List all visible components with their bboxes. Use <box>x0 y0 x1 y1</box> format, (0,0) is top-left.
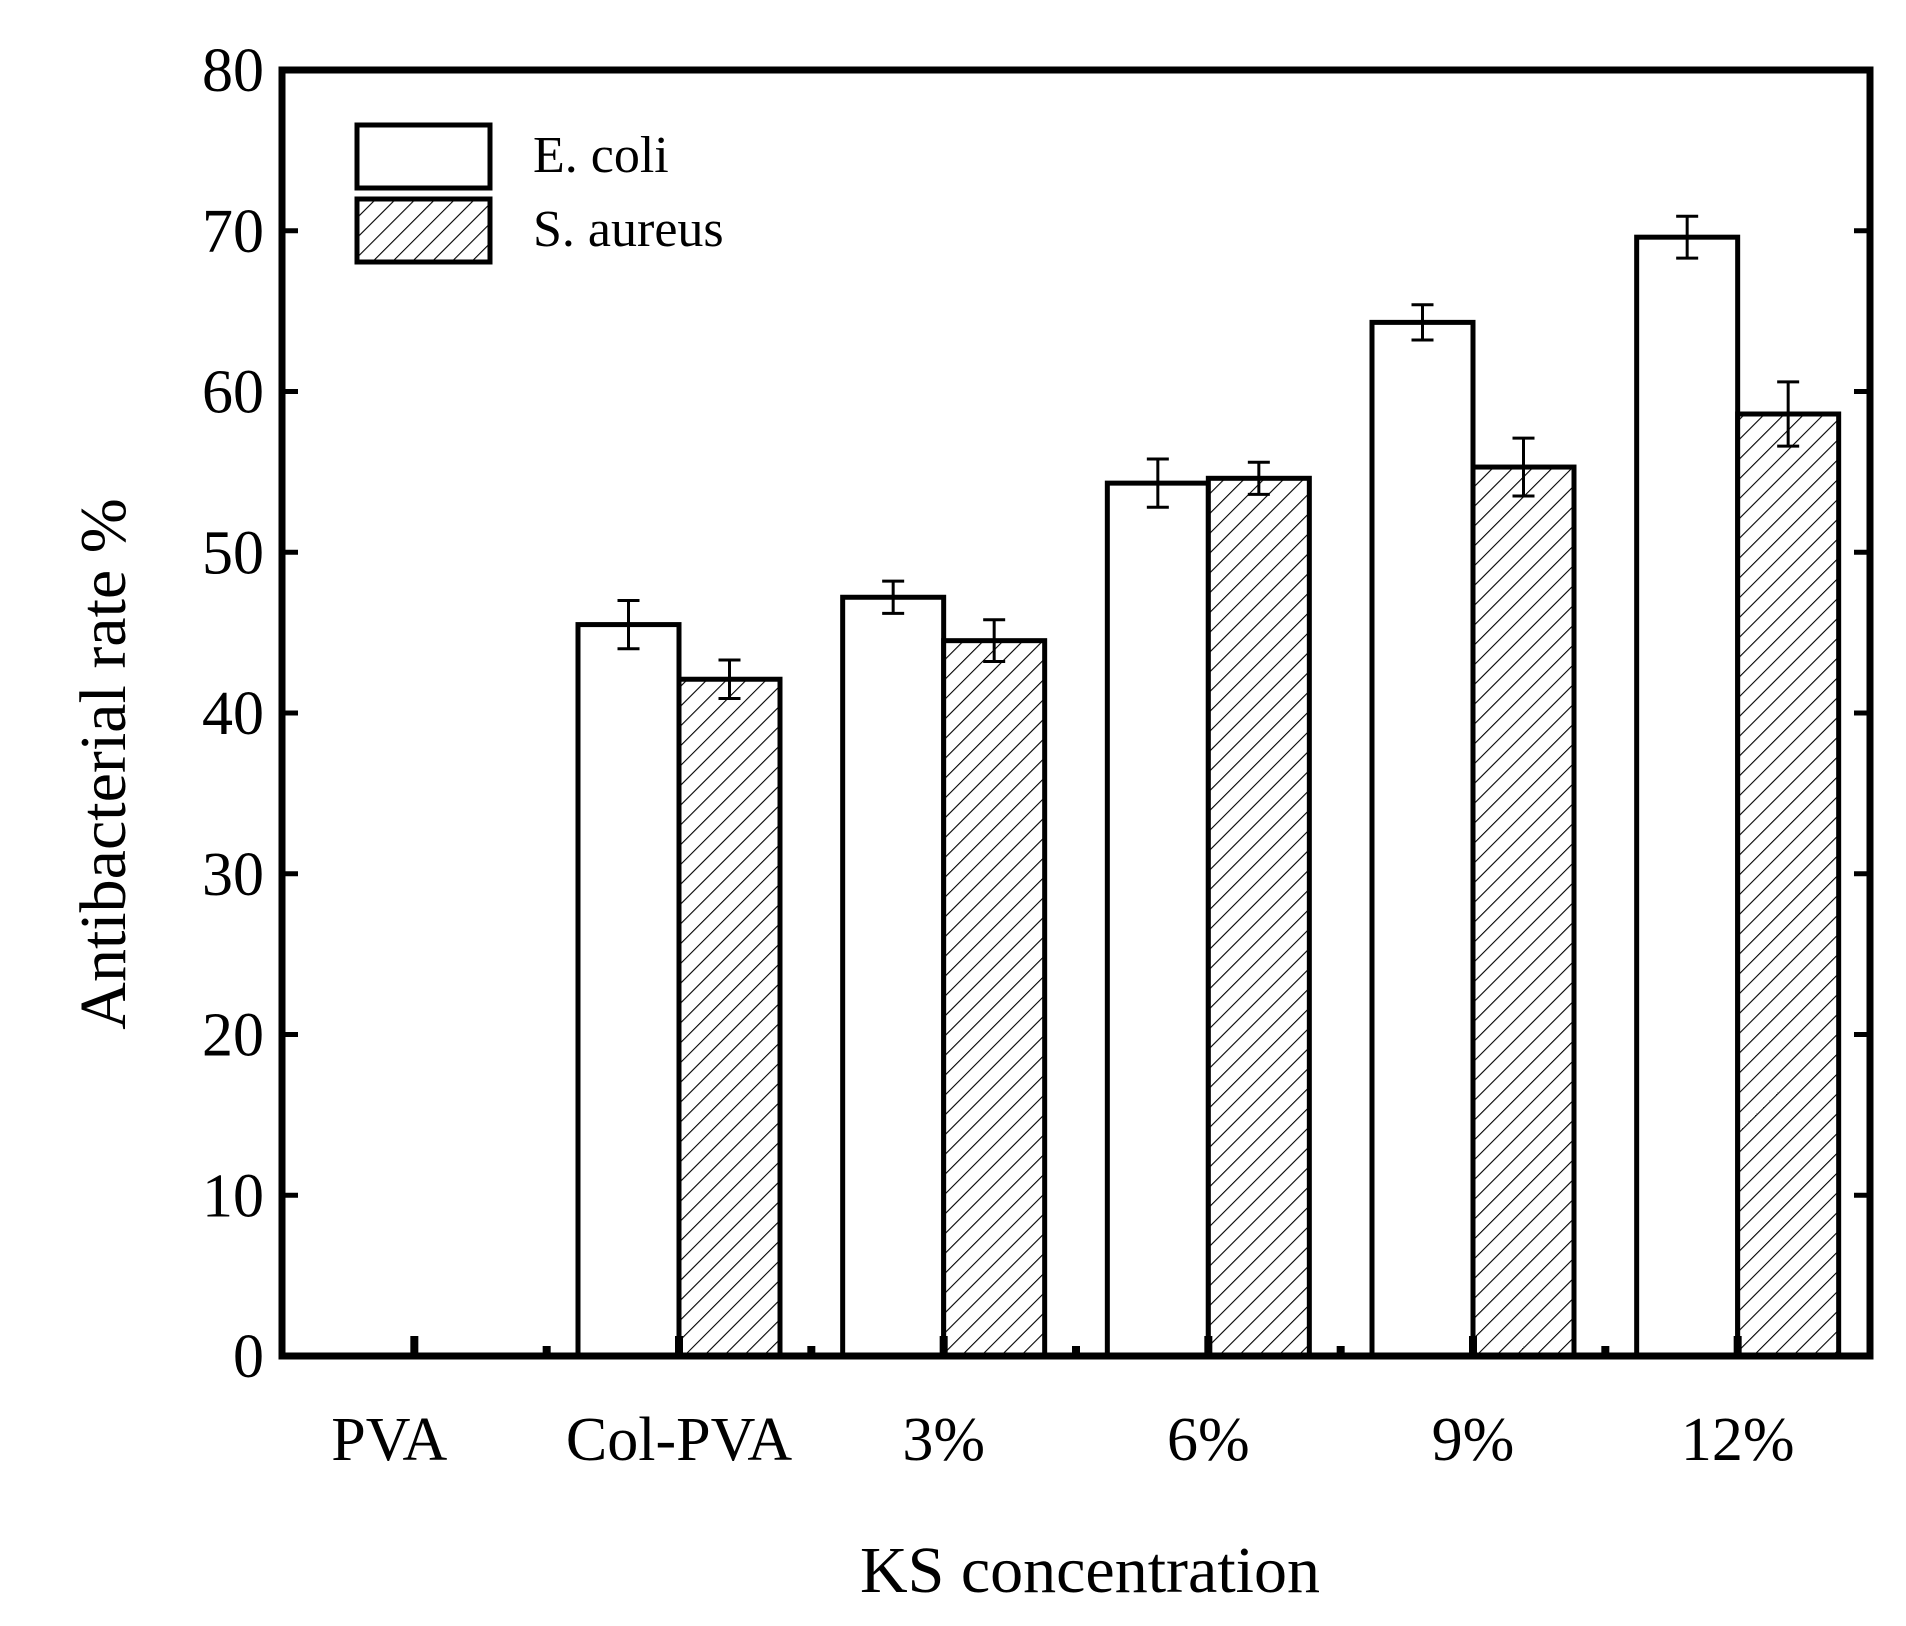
y-tick-label-40: 40 <box>202 680 264 748</box>
error-bar-ecoli-4 <box>1411 303 1434 342</box>
y-axis-title: Antibacterial rate % <box>67 498 140 1029</box>
y-tick-label-0: 0 <box>233 1323 264 1391</box>
legend: E. coli S. aureus <box>354 122 724 265</box>
bar-saureus-5 <box>1735 411 1842 1359</box>
bar-ecoli-2 <box>840 594 947 1359</box>
x-tick-label-1: Col-PVA <box>566 1406 792 1474</box>
legend-label-saureus: S. aureus <box>533 201 724 258</box>
legend-label-ecoli: E. coli <box>533 127 669 184</box>
x-tick-label-5: 12% <box>1681 1406 1795 1474</box>
y-tick-label-60: 60 <box>202 359 264 427</box>
error-bar-ecoli-3 <box>1146 457 1169 509</box>
error-bar-saureus-2 <box>983 618 1006 664</box>
error-bar-ecoli-1 <box>617 598 640 651</box>
legend-swatch-saureus <box>354 196 493 265</box>
error-bar-saureus-3 <box>1247 460 1270 496</box>
y-tick-label-20: 20 <box>202 1002 264 1070</box>
error-bar-saureus-4 <box>1512 436 1535 498</box>
bar-ecoli-4 <box>1369 319 1476 1359</box>
bars-layer <box>575 234 1842 1359</box>
y-tick-label-30: 30 <box>202 841 264 909</box>
bar-ecoli-1 <box>575 622 682 1359</box>
x-tick-label-0: PVA <box>331 1406 447 1474</box>
bar-saureus-4 <box>1470 464 1577 1359</box>
bar-ecoli-5 <box>1634 234 1741 1359</box>
x-tick-label-4: 9% <box>1432 1406 1515 1474</box>
error-bar-saureus-1 <box>718 658 741 701</box>
x-axis-title: KS concentration <box>860 1534 1320 1607</box>
error-bar-ecoli-5 <box>1676 214 1699 260</box>
bar-saureus-3 <box>1205 475 1312 1359</box>
x-tick-label-3: 6% <box>1167 1406 1250 1474</box>
bar-ecoli-3 <box>1104 480 1211 1359</box>
plot-frame <box>278 66 1874 1360</box>
y-tick-label-70: 70 <box>202 198 264 266</box>
bar-saureus-1 <box>676 676 783 1359</box>
legend-swatch-ecoli <box>354 122 493 191</box>
error-bar-saureus-5 <box>1777 380 1800 448</box>
bar-saureus-2 <box>941 638 1048 1359</box>
axes-layer: 0 10 20 30 40 50 60 70 80 PVA Col-PVA 3% 6% 9% 12% <box>202 37 1874 1474</box>
y-tick-label-50: 50 <box>202 519 264 587</box>
y-tick-label-80: 80 <box>202 37 264 105</box>
error-bar-ecoli-2 <box>882 579 905 615</box>
y-tick-label-10: 10 <box>202 1162 264 1230</box>
error-bars-layer <box>617 214 1800 701</box>
x-tick-label-2: 3% <box>902 1406 985 1474</box>
